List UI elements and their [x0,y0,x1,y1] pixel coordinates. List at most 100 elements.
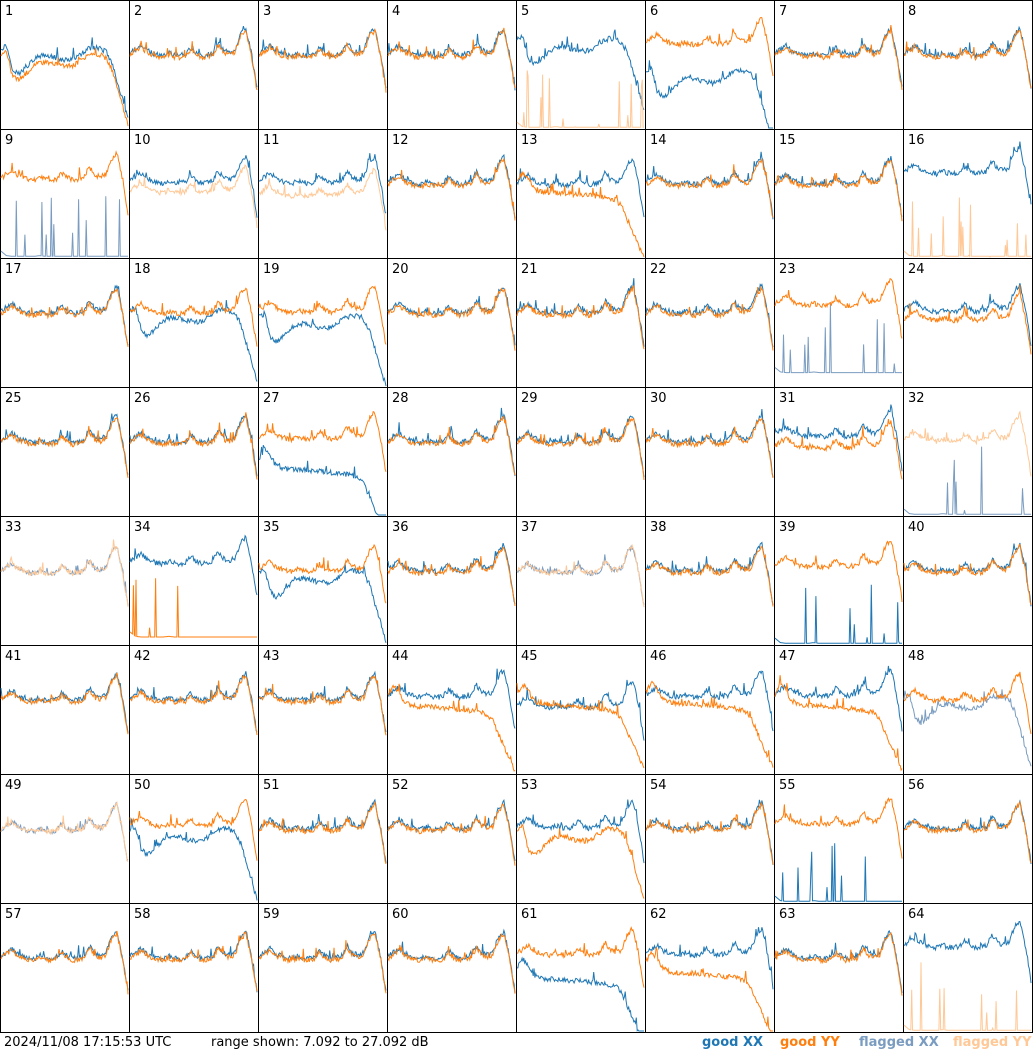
trace-yy [516,543,645,608]
trace-xx [903,141,1032,205]
trace-yy [903,962,1031,1031]
panel-label: 46 [650,649,667,664]
panel-label: 6 [650,4,658,19]
panel-13: 13 [516,129,646,259]
trace-yy [129,29,258,91]
panel-24: 24 [903,258,1033,388]
trace-yy [903,543,1032,605]
trace-xx [774,843,902,902]
panel-frame [387,0,517,130]
panel-label: 11 [263,133,280,148]
panel-label: 2 [134,4,142,19]
panel-frame [645,129,775,259]
trace-yy [387,287,516,351]
panel-label: 24 [908,262,925,277]
panel-label: 3 [263,4,271,19]
panel-frame [387,774,517,904]
panel-label: 63 [779,907,796,922]
trace-yy [903,29,1032,89]
trace-yy [258,800,387,865]
trace-yy [129,930,258,992]
trace-yy [903,410,1032,477]
range-text: range shown: 7.092 to 27.092 dB [211,1035,429,1050]
panel-label: 32 [908,391,925,406]
panel-47: 47 [774,645,904,775]
panel-59: 59 [258,903,388,1033]
trace-yy [129,674,258,736]
panel-label: 22 [650,262,667,277]
trace-yy [645,947,773,1032]
trace-yy [258,285,387,345]
panel-frame [258,774,388,904]
panel-22: 22 [645,258,775,388]
trace-xx [0,931,129,991]
panel-label: 58 [134,907,151,922]
panel-label: 64 [908,907,925,922]
panel-frame [903,387,1033,517]
trace-xx [645,927,774,990]
panel-6: 6 [645,0,775,130]
panel-frame [0,258,130,388]
trace-yy [129,578,257,638]
panel-frame [387,387,517,517]
trace-yy [387,416,516,476]
trace-yy [387,932,516,994]
panel-25: 25 [0,387,130,517]
panel-frame [258,387,388,517]
panel-frame [0,0,130,130]
panel-frame [774,516,904,646]
panel-frame [258,903,388,1033]
panel-2: 2 [129,0,259,130]
panel-33: 33 [0,516,130,646]
panel-frame [258,258,388,388]
panel-frame [903,0,1033,130]
trace-yy [0,150,129,216]
panel-40: 40 [903,516,1033,646]
trace-yy [516,284,645,350]
panel-frame [645,258,775,388]
trace-yy [645,418,774,479]
panel-30: 30 [645,387,775,517]
trace-yy [774,159,903,222]
trace-xx [129,930,258,993]
panel-frame [258,129,388,259]
panel-50: 50 [129,774,259,904]
trace-yy [517,823,645,899]
panel-label: 9 [5,133,13,148]
panel-label: 15 [779,133,796,148]
panel-label: 62 [650,907,667,922]
panel-frame [387,903,517,1033]
trace-yy [0,417,129,478]
panel-64: 64 [903,903,1033,1033]
panel-frame [516,387,646,517]
panel-41: 41 [0,645,130,775]
panel-1: 1 [0,0,130,130]
trace-yy [387,158,516,221]
panel-label: 8 [908,4,916,19]
timestamp: 2024/11/08 17:15:53 UTC [4,1035,172,1050]
panel-61: 61 [516,903,646,1033]
trace-yy [387,27,516,89]
panel-frame [387,645,517,775]
panel-label: 4 [392,4,400,19]
trace-yy [516,417,645,480]
trace-yy [258,167,387,231]
panel-17: 17 [0,258,130,388]
panel-label: 41 [5,649,22,664]
trace-yy [0,48,129,127]
panel-label: 38 [650,520,667,535]
panel-35: 35 [258,516,388,646]
panel-frame [387,129,517,259]
trace-yy [774,797,903,859]
trace-yy [258,675,387,736]
trace-xx [645,670,774,732]
panel-12: 12 [387,129,517,259]
panel-label: 43 [263,649,280,664]
panel-frame [387,258,517,388]
panel-label: 23 [779,262,796,277]
trace-xx [774,584,902,644]
trace-yy [903,285,1032,355]
trace-xx [387,29,516,91]
panel-3: 3 [258,0,388,130]
panel-label: 10 [134,133,151,148]
